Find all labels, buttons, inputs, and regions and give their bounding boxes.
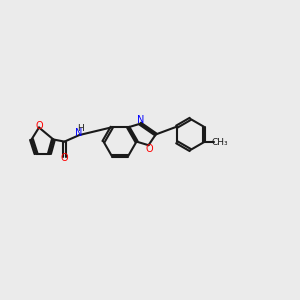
Text: O: O [35,121,43,131]
Text: H: H [78,124,84,133]
Text: O: O [145,144,153,154]
Text: O: O [61,153,68,163]
Text: N: N [137,115,145,125]
Text: CH₃: CH₃ [212,138,229,147]
Text: N: N [75,128,82,138]
